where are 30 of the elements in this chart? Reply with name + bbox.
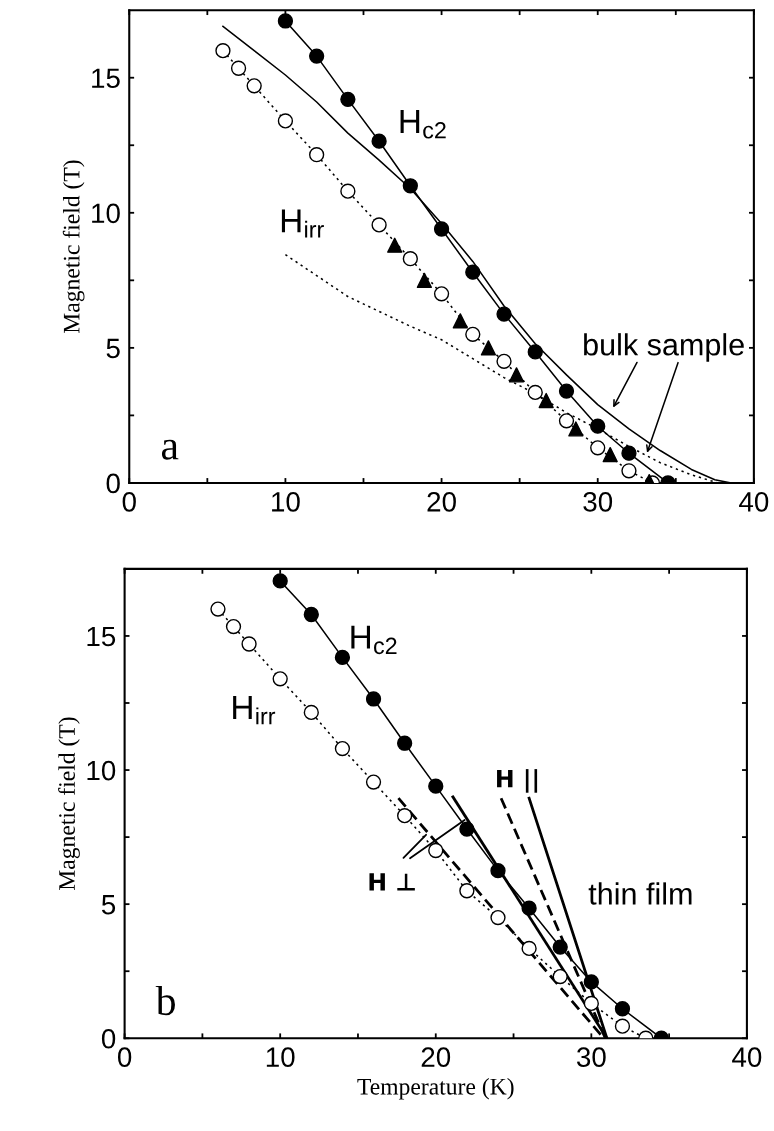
y-tick-label: 15	[87, 626, 116, 647]
annotation: a	[161, 439, 179, 460]
y-tick-label: 15	[92, 68, 120, 89]
y-tick-label: 10	[92, 203, 120, 224]
annotation: H ||	[497, 769, 538, 793]
x-tick-label: 30	[583, 492, 613, 512]
annotation: H$_{irr}$	[281, 209, 324, 238]
x-tick-label: 40	[739, 492, 769, 512]
annotation: bulk sample	[584, 333, 744, 362]
x-tick-label: 10	[266, 1047, 295, 1067]
annotation: H$_{c2}$	[351, 625, 397, 655]
annotation: H ⊥	[369, 873, 415, 891]
annotation: H$_{c2}$	[400, 110, 446, 139]
y-tick-label: 0	[106, 473, 120, 494]
x-tick-label: 20	[421, 1047, 451, 1067]
annotation: b	[155, 985, 175, 1016]
x-tick-label: 10	[272, 492, 300, 512]
annotation: thin film	[588, 882, 692, 905]
x-tick-label: 40	[732, 1047, 762, 1067]
annotation: H$_{irr}$	[233, 696, 276, 725]
y-axis-title: Magnetic field (T)	[62, 160, 85, 334]
x-tick-label: 20	[427, 492, 456, 512]
x-tick-label: 0	[122, 492, 136, 512]
y-tick-label: 5	[106, 338, 120, 359]
x-axis-title: Temperature (K)	[357, 1078, 514, 1100]
y-tick-label: 5	[101, 895, 116, 915]
y-tick-label: 0	[101, 1028, 116, 1049]
y-axis-title: Magnetic field (T)	[58, 717, 80, 891]
x-tick-label: 30	[576, 1047, 606, 1067]
y-tick-label: 10	[87, 760, 116, 781]
